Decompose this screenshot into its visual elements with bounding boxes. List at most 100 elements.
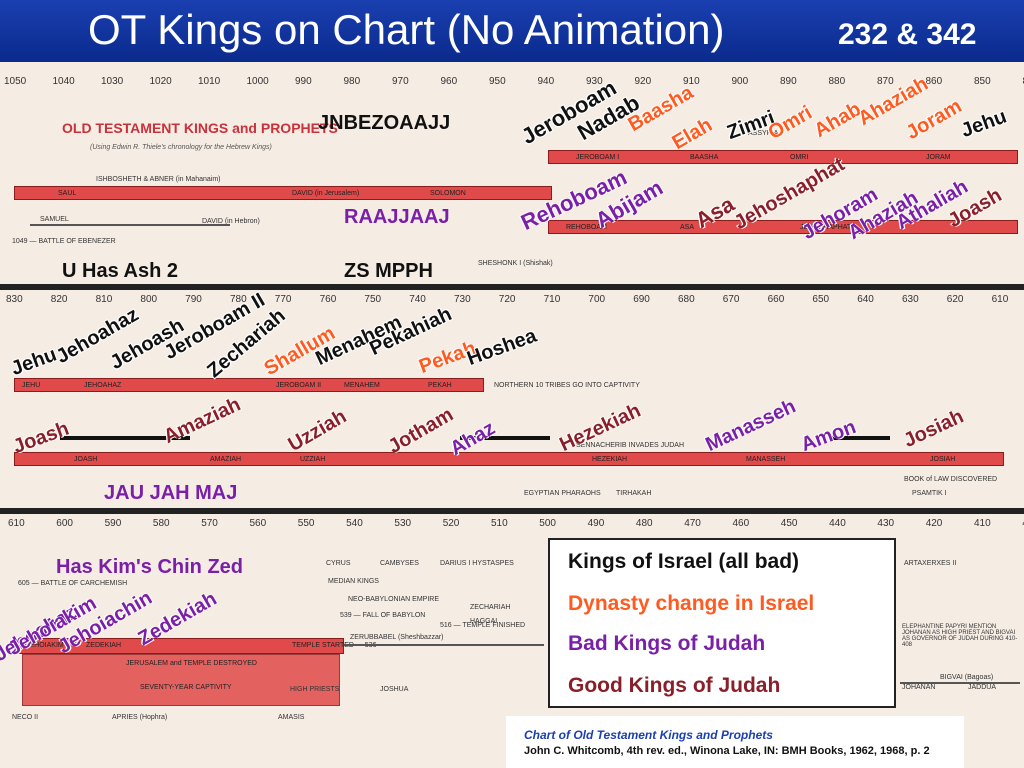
baasha-label: BAASHA (690, 154, 719, 161)
year-tick: 950 (489, 76, 506, 87)
jeroboam1-label: JEROBOAM I (576, 154, 620, 161)
year-tick: 860 (925, 76, 943, 87)
asa-label: ASA (680, 224, 695, 231)
elephantine-label: ELEPHANTINE PAPYRI MENTION JOHANAN AS HI… (902, 624, 1018, 648)
temple-finished-label: 516 — TEMPLE FINISHED (440, 622, 526, 629)
jehoshaphat-label: JEHOSHAPHAT (800, 224, 852, 231)
joram-label: JORAM (926, 154, 951, 161)
pekah-label: PEKAH (428, 382, 452, 389)
citation-box: Chart of Old Testament Kings and Prophet… (506, 716, 964, 768)
haggai-label: HAGGAI (470, 618, 498, 625)
temple-started-label: TEMPLE STARTED — 536 (292, 642, 377, 649)
year-tick: 940 (537, 76, 555, 87)
year-tick: 810 (95, 294, 113, 305)
psamtik-label: PSAMTIK I (912, 490, 947, 497)
jeroboam2-label: JEROBOAM II (276, 382, 322, 389)
year-tick: 1040 (52, 76, 75, 87)
year-tick: 990 (295, 76, 312, 87)
darius-label: DARIUS I HYSTASPES (440, 560, 514, 567)
year-tick: 620 (946, 294, 964, 305)
year-tick: 480 (635, 518, 653, 529)
year-tick: 770 (274, 294, 292, 305)
saul-label: SAUL (58, 190, 77, 197)
page-reference: 232 & 342 (838, 18, 977, 51)
slide-title: OT Kings on Chart (No Animation) (88, 6, 725, 53)
mnemonic-judah-row1: RAAJJAAJ (344, 206, 450, 228)
omri-label: OMRI (790, 154, 809, 161)
year-tick: 730 (454, 294, 471, 305)
year-tick: 540 (346, 518, 363, 529)
year-tick: 830 (6, 294, 23, 305)
timeline-row1 (0, 284, 1024, 290)
egypt-label: EGYPTIAN PHARAOHS (524, 490, 601, 497)
year-tick: 600 (56, 518, 73, 529)
year-tick: 880 (828, 76, 846, 87)
jehu-label: JEHU (22, 382, 41, 389)
chart-subheading: (Using Edwin R. Thiele's chronology for … (90, 144, 272, 151)
neo-babylon-label: NEO-BABYLONIAN EMPIRE (348, 596, 440, 603)
year-tick: 460 (732, 518, 750, 529)
year-tick: 960 (440, 76, 458, 87)
jaddua-label: JADDUA (968, 684, 997, 691)
kings-chart: OLD TESTAMENT KINGS and PROPHETS (Using … (0, 62, 1024, 768)
year-tick: 520 (442, 518, 460, 529)
david-label: DAVID (in Jerusalem) (292, 190, 360, 197)
prophet-bar-elisha (60, 436, 190, 440)
king-label-row1_israel: Ahab (810, 98, 865, 143)
year-tick: 640 (857, 294, 874, 305)
year-tick: 610 (991, 294, 1009, 305)
sennacherib-label: SENNACHERIB INVADES JUDAH (576, 442, 685, 449)
legend-bad-judah: Bad Kings of Judah (568, 632, 766, 655)
jehoahaz-label: JEHOAHAZ (84, 382, 122, 389)
year-tick: 500 (539, 518, 556, 529)
ishbosheth-label: ISHBOSHETH & ABNER (in Mahanaim) (96, 176, 221, 183)
year-tick: 1020 (149, 76, 172, 87)
citation-title: Chart of Old Testament Kings and Prophet… (524, 728, 773, 742)
manasseh-label: MANASSEH (746, 456, 786, 463)
rehoboam-label: REHOBOAM (566, 224, 607, 231)
zechariah-prophet-label: ZECHARIAH (470, 604, 511, 611)
year-tick: 430 (877, 518, 895, 529)
year-tick: 850 (974, 76, 991, 87)
year-tick: 530 (394, 518, 412, 529)
citation-body: John C. Whitcomb, 4th rev. ed., Winona L… (524, 745, 930, 757)
year-tick: 400 (1022, 518, 1024, 529)
babylon-fall-label: 539 — FALL OF BABYLON (340, 612, 426, 619)
year-tick: 550 (297, 518, 315, 529)
year-tick: 890 (780, 76, 797, 87)
year-tick: 700 (588, 294, 606, 305)
prophet-bar-micah (460, 436, 550, 440)
year-tick: 440 (829, 518, 846, 529)
mnemonic-judah-row2: JAU JAH MAJ (104, 482, 238, 504)
year-tick: 420 (925, 518, 943, 529)
year-tick: 800 (140, 294, 158, 305)
year-tick: 760 (319, 294, 337, 305)
high-priests-label: HIGH PRIESTS (290, 686, 340, 693)
seventy-captivity-label: SEVENTY-YEAR CAPTIVITY (140, 684, 232, 691)
year-tick: 1050 (4, 76, 27, 87)
legend-box: Kings of Israel (all bad) Dynasty change… (548, 538, 896, 708)
samuel-label: SAMUEL (40, 216, 69, 223)
israel-bar-row2 (14, 378, 484, 392)
year-tick: 970 (392, 76, 409, 87)
timeline-row2 (0, 508, 1024, 514)
year-tick: 710 (543, 294, 561, 305)
year-tick: 1010 (198, 76, 221, 87)
legend-israel: Kings of Israel (all bad) (568, 550, 800, 573)
king-label-row1_israel: Elah (668, 113, 717, 155)
judah-bar-row2 (14, 452, 1004, 466)
king-label-row2_judah: Josiah (900, 405, 968, 453)
year-tick: 470 (684, 518, 701, 529)
year-tick: 580 (152, 518, 170, 529)
year-tick: 680 (678, 294, 695, 305)
judah-bar-row3 (14, 638, 344, 654)
median-label: MEDIAN KINGS (328, 578, 379, 585)
johanan-label: JOHANAN (902, 684, 936, 691)
king-label-row1_israel: Jehu (958, 105, 1010, 143)
battle-label: 1049 — BATTLE OF EBENEZER (12, 238, 116, 245)
king-label-row2_israel: Hoshea (464, 324, 540, 371)
year-tick: 510 (491, 518, 508, 529)
year-tick: 840 (1023, 76, 1024, 87)
year-tick: 1000 (246, 76, 269, 87)
necho-label: NECO II (12, 714, 39, 721)
